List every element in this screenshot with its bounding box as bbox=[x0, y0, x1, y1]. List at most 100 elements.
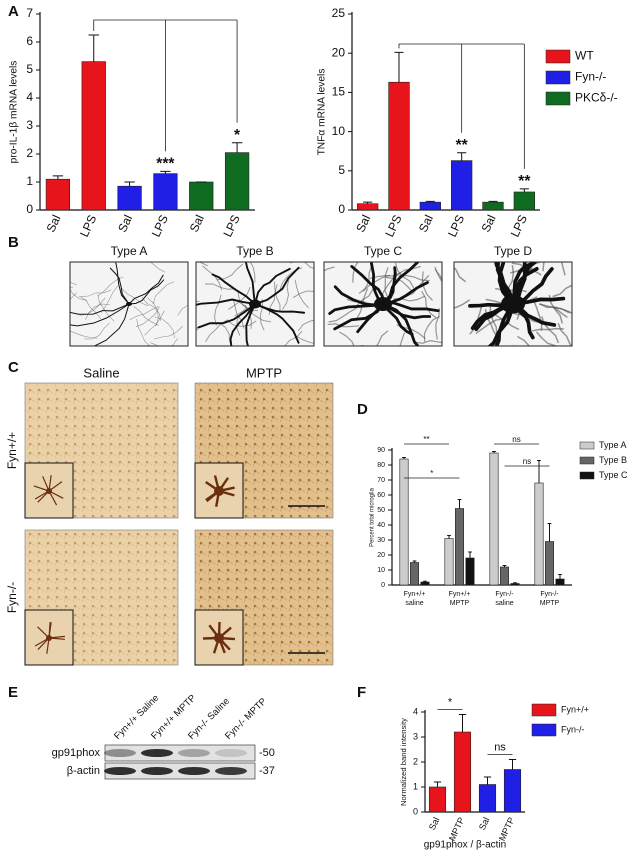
bar bbox=[444, 538, 454, 586]
error-bar bbox=[537, 460, 541, 483]
legend-label: Fyn-/- bbox=[561, 724, 585, 734]
y-tick-label: 90 bbox=[377, 447, 385, 454]
inset-soma bbox=[46, 488, 52, 494]
fiber bbox=[434, 268, 442, 281]
x-tick-label: Fyn+/+ bbox=[404, 591, 426, 598]
image-frame bbox=[195, 261, 315, 347]
panel-label: C bbox=[8, 359, 19, 376]
fiber bbox=[147, 297, 159, 327]
x-tick-label: Sal bbox=[353, 213, 373, 235]
micrograph bbox=[70, 262, 188, 346]
y-axis-label: pro-IL-1β mRNA levels bbox=[9, 61, 20, 164]
y-tick-label: 4 bbox=[26, 90, 33, 104]
bar bbox=[224, 152, 250, 211]
fiber bbox=[70, 330, 98, 339]
panel-label: E bbox=[8, 684, 18, 701]
legend-swatch bbox=[531, 723, 557, 737]
x-tick-label: Sal bbox=[187, 213, 207, 235]
panel-label: F bbox=[357, 684, 366, 701]
y-tick-label: 80 bbox=[377, 462, 385, 469]
y-tick-label: 20 bbox=[377, 552, 385, 559]
error-bar bbox=[52, 175, 64, 180]
y-tick-label: 10 bbox=[332, 124, 346, 138]
process bbox=[244, 262, 256, 305]
y-tick-label: 3 bbox=[413, 731, 418, 741]
fiber bbox=[136, 319, 151, 346]
significance-label: ** bbox=[423, 435, 429, 444]
x-tick-label: Sal bbox=[477, 816, 492, 832]
bar bbox=[489, 452, 499, 586]
error-bar bbox=[558, 574, 562, 579]
y-tick-label: 60 bbox=[377, 492, 385, 499]
fiber bbox=[489, 304, 498, 336]
fiber bbox=[150, 342, 159, 346]
process bbox=[229, 303, 256, 346]
row-label: β-actin bbox=[67, 765, 100, 777]
bar bbox=[357, 203, 379, 211]
significance-label: ** bbox=[456, 137, 469, 154]
x-tick-label: Fyn+/+ bbox=[449, 591, 471, 598]
significance-label: ns bbox=[494, 741, 506, 753]
process bbox=[254, 267, 291, 305]
legend-label: Fyn+/+ bbox=[561, 704, 589, 714]
image-title: Type B bbox=[236, 244, 273, 258]
x-tick-label: Sal bbox=[479, 213, 499, 235]
y-tick-label: 5 bbox=[26, 62, 33, 76]
legend-swatch bbox=[531, 703, 557, 717]
fiber bbox=[362, 274, 391, 292]
error-bar bbox=[423, 580, 427, 582]
inset-soma bbox=[214, 633, 224, 643]
error-bar bbox=[483, 776, 492, 785]
y-tick-label: 4 bbox=[413, 706, 418, 716]
y-tick-label: 10 bbox=[377, 567, 385, 574]
process bbox=[254, 303, 306, 314]
error-bar bbox=[88, 34, 99, 62]
bar bbox=[499, 566, 509, 586]
bar bbox=[153, 173, 178, 211]
micrograph bbox=[196, 262, 314, 346]
fiber bbox=[324, 266, 335, 272]
bar bbox=[409, 562, 419, 586]
fiber bbox=[85, 303, 110, 320]
bar bbox=[420, 581, 430, 586]
fiber bbox=[355, 345, 364, 346]
row-label: Fyn+/+ bbox=[5, 432, 19, 469]
x-tick-label: MPTP bbox=[497, 816, 517, 843]
error-bar bbox=[433, 781, 442, 787]
blot-band bbox=[141, 767, 173, 775]
fiber bbox=[552, 284, 572, 298]
fiber bbox=[129, 306, 159, 321]
bar bbox=[544, 541, 554, 586]
bar bbox=[503, 769, 522, 813]
legend-swatch bbox=[579, 471, 595, 480]
error-bar bbox=[458, 714, 467, 732]
fiber bbox=[531, 327, 564, 332]
panel-label: B bbox=[8, 234, 19, 251]
y-tick-label: 70 bbox=[377, 477, 385, 484]
fiber bbox=[491, 311, 520, 331]
fiber bbox=[282, 279, 290, 310]
fiber bbox=[79, 295, 102, 320]
soma bbox=[374, 297, 392, 311]
fiber bbox=[435, 308, 440, 340]
significance-label: ** bbox=[518, 173, 531, 190]
soma bbox=[249, 299, 261, 309]
x-tick-label: LPS bbox=[77, 213, 99, 239]
bar bbox=[419, 201, 441, 211]
error-bar bbox=[402, 457, 406, 459]
x-tick-label: saline bbox=[405, 600, 423, 607]
process bbox=[333, 302, 385, 331]
error-bar bbox=[508, 759, 517, 770]
blot-band bbox=[178, 749, 210, 757]
fiber bbox=[177, 304, 188, 316]
blot-band bbox=[141, 749, 173, 757]
y-tick-label: 3 bbox=[26, 118, 33, 132]
marker-label: -37 bbox=[259, 765, 275, 777]
fiber bbox=[475, 318, 504, 335]
process bbox=[245, 303, 256, 346]
significance-label: *** bbox=[156, 155, 175, 172]
y-tick-label: 0 bbox=[338, 202, 345, 216]
fiber bbox=[135, 306, 160, 328]
y-tick-label: 20 bbox=[332, 45, 346, 59]
fiber bbox=[538, 303, 568, 318]
